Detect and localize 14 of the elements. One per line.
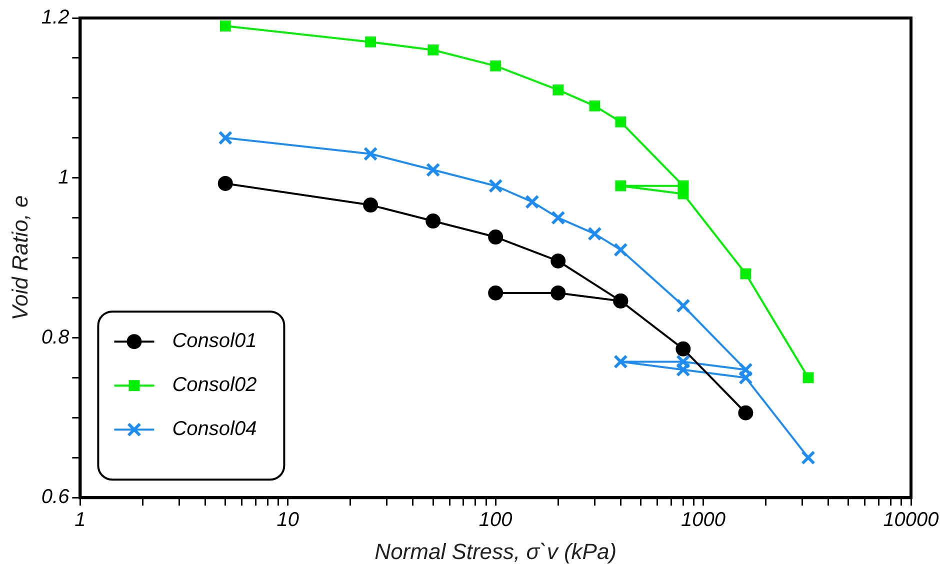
x-tick-label: 1 [74,509,86,532]
y-tick-label: 1.2 [41,6,70,29]
legend-label: Consol04 [172,418,257,440]
x-axis-title: Normal Stress, σ`v (kPa) [374,538,617,564]
x-tick-label: 100 [478,509,512,532]
legend-label: Consol02 [172,374,257,396]
x-tick-label: 10 [276,509,300,532]
y-tick-label: 0.6 [41,486,70,508]
y-tick-label: 0.8 [41,326,70,348]
x-tick-label: 1000 [681,509,726,532]
y-axis-title: Void Ratio, e [7,195,32,320]
y-tick-label: 1 [58,166,70,188]
x-tick-label: 10000 [883,509,939,532]
legend-label: Consol01 [172,330,257,352]
